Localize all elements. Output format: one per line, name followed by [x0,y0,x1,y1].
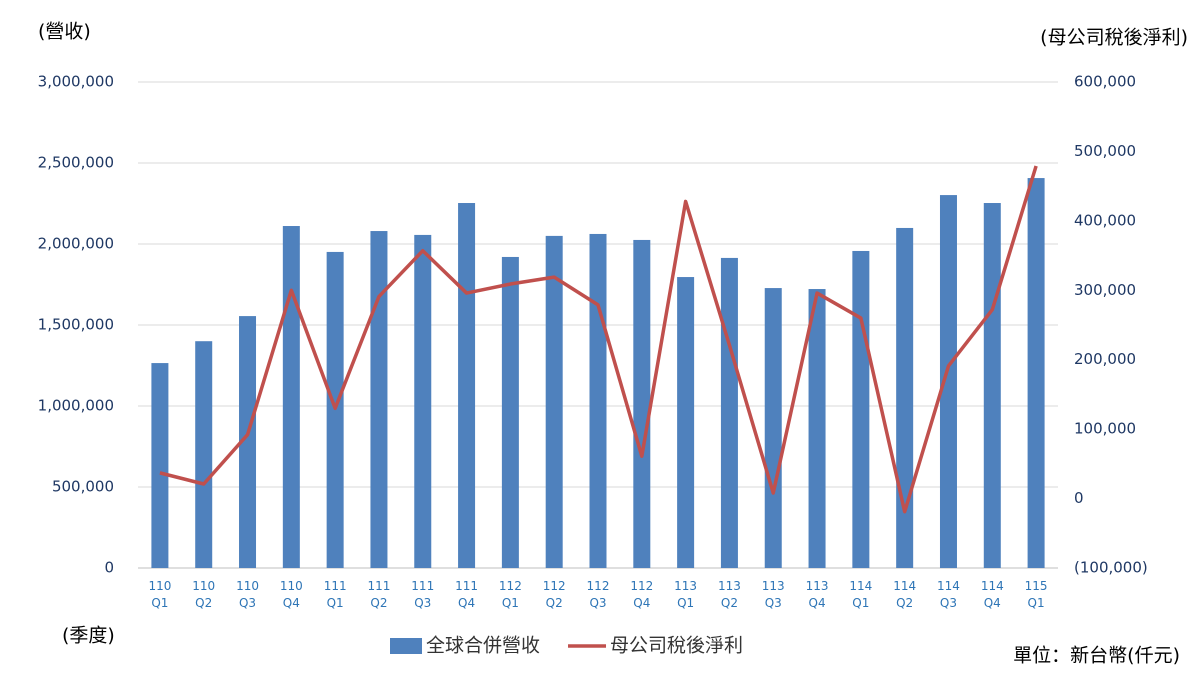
bar [589,233,607,568]
x-tick-label: 112 Q3 [587,579,610,610]
y2-tick-label: 400,000 [1074,211,1136,229]
line [159,165,1038,514]
x-tick-label: 114 Q2 [893,579,916,610]
x-tick-label: 112 Q4 [630,579,653,610]
legend-swatch [390,638,422,654]
bar [720,257,738,568]
bar [1027,178,1045,569]
bar [195,341,213,568]
bar [764,288,782,568]
x-tick-label: 110 Q3 [236,579,259,610]
x-axis-title: (季度) [62,625,115,647]
x-tick-label: 113 Q4 [806,579,829,610]
x-tick-label: 114 Q4 [981,579,1004,610]
y2-tick-label: 500,000 [1074,142,1136,160]
bar [282,226,300,568]
y-tick-label: 3,000,000 [38,73,114,91]
x-tick-label: 113 Q2 [718,579,741,610]
y2-tick-label: 300,000 [1074,281,1136,299]
x-tick-label: 111 Q2 [367,579,390,610]
y-axis-title: (營收) [38,21,91,43]
x-tick-label: 110 Q4 [280,579,303,610]
bar [239,316,257,568]
bar [414,234,432,569]
x-tick-label: 110 Q2 [192,579,215,610]
y-tick-label: 1,500,000 [38,316,114,334]
bar [151,363,169,568]
x-tick-label: 111 Q1 [324,579,347,610]
y2-tick-label: 600,000 [1074,73,1136,91]
y-tick-label: 500,000 [52,478,114,496]
y-tick-label: 0 [104,559,114,577]
y2-tick-label: (100,000) [1074,559,1148,577]
y2-tick-label: 100,000 [1074,420,1136,438]
legend-label: 全球合併營收 [426,635,540,657]
x-tick-label: 114 Q1 [849,579,872,610]
legend-label: 母公司稅後淨利 [610,635,743,657]
y-tick-label: 2,500,000 [38,154,114,172]
y2-tick-label: 0 [1074,489,1084,507]
bar [677,277,695,568]
x-tick-label: 113 Q1 [674,579,697,610]
y-tick-label: 1,000,000 [38,397,114,415]
bar [370,231,388,569]
bar [545,235,563,568]
x-tick-label: 112 Q1 [499,579,522,610]
bar [501,256,519,568]
x-tick-label: 110 Q1 [148,579,171,610]
x-tick-label: 112 Q2 [543,579,566,610]
x-tick-label: 111 Q3 [411,579,434,610]
x-tick-label: 113 Q3 [762,579,785,610]
unit-note: 單位：新台幣(仟元) [1013,645,1180,667]
bar [458,203,476,568]
x-tick-label: 115 Q1 [1025,579,1048,610]
x-tick-label: 111 Q4 [455,579,478,610]
y-tick-label: 2,000,000 [38,235,114,253]
bar [939,195,957,569]
y2-axis-title: (母公司稅後淨利) [1040,27,1188,49]
x-tick-label: 114 Q3 [937,579,960,610]
y2-tick-label: 200,000 [1074,350,1136,368]
bar [896,227,914,568]
bar [633,239,651,568]
bar [808,289,826,568]
bar [983,203,1001,568]
bar [852,250,870,568]
